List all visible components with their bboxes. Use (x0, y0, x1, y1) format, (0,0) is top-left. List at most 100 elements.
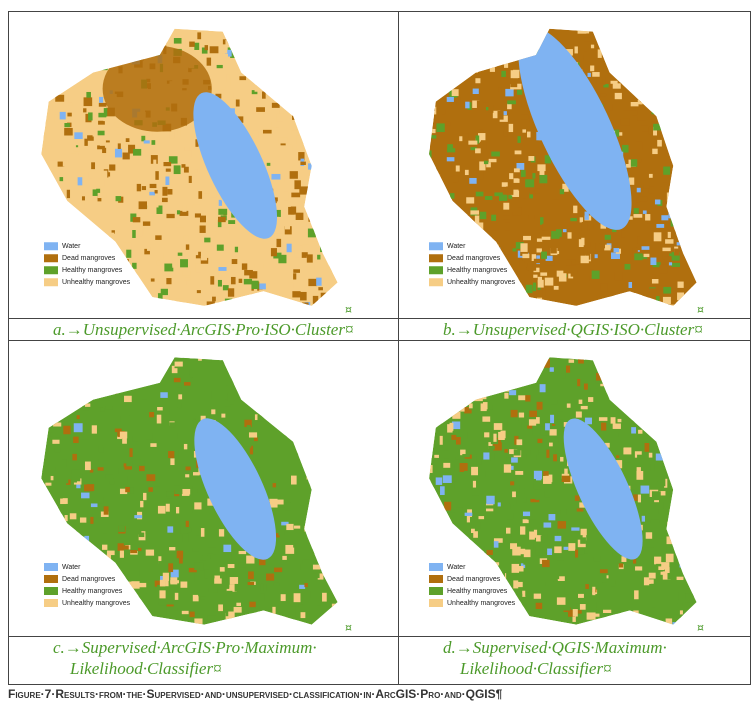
texture (509, 52, 513, 61)
texture (618, 390, 623, 398)
texture (102, 147, 107, 154)
texture (173, 165, 181, 175)
texture (642, 294, 649, 302)
texture (370, 31, 373, 38)
texture (211, 409, 216, 415)
texture (738, 41, 742, 47)
texture (297, 447, 302, 456)
texture (577, 547, 585, 555)
texture (473, 357, 481, 362)
texture (731, 367, 739, 373)
texture (36, 69, 41, 72)
figure-table: Water Dead mangroves Healthy mangroves Unhe… (8, 11, 751, 685)
texture (528, 40, 537, 45)
texture (723, 527, 727, 530)
texture (660, 110, 665, 117)
texture (77, 55, 81, 59)
texture (411, 126, 417, 130)
texture (280, 141, 286, 146)
texture (516, 498, 524, 504)
texture (273, 582, 280, 587)
texture (369, 14, 374, 21)
texture (170, 569, 179, 578)
texture (133, 271, 138, 278)
texture (557, 521, 567, 529)
texture (535, 602, 543, 610)
texture (714, 502, 722, 509)
texture (170, 458, 175, 466)
texture (455, 507, 463, 511)
texture (323, 499, 330, 509)
texture (378, 547, 387, 554)
texture (440, 486, 445, 495)
texture (365, 548, 372, 553)
texture (731, 545, 737, 551)
texture (106, 550, 115, 556)
texture (454, 481, 458, 490)
texture (643, 184, 650, 189)
texture (356, 77, 361, 82)
texture (637, 236, 641, 244)
texture (370, 161, 374, 167)
texture (399, 628, 403, 632)
texture (551, 425, 557, 431)
texture (633, 610, 639, 616)
texture (60, 94, 69, 104)
texture (60, 608, 64, 615)
texture (186, 626, 189, 629)
texture (515, 470, 524, 475)
texture (492, 110, 501, 119)
texture (702, 178, 710, 185)
texture (324, 265, 333, 274)
texture (507, 419, 517, 428)
texture (275, 533, 280, 538)
texture (603, 83, 609, 88)
texture (321, 358, 330, 364)
texture (523, 428, 533, 435)
legend-label: Healthy mangroves (447, 588, 508, 595)
texture (612, 83, 621, 89)
texture (631, 83, 640, 87)
texture (283, 191, 289, 201)
texture (212, 231, 219, 240)
texture (734, 144, 741, 147)
texture (476, 49, 482, 53)
texture (466, 18, 473, 21)
texture (479, 34, 487, 40)
texture (196, 290, 201, 294)
texture (109, 544, 113, 552)
texture (408, 203, 414, 211)
texture (332, 63, 337, 68)
texture (326, 166, 334, 173)
texture (685, 65, 691, 71)
texture (423, 399, 426, 407)
texture (633, 214, 643, 218)
texture (131, 581, 140, 589)
texture (352, 379, 358, 387)
texture (441, 108, 446, 115)
texture (552, 579, 558, 587)
texture (228, 364, 237, 372)
texture (702, 462, 707, 468)
texture (406, 585, 411, 590)
texture (357, 440, 364, 444)
texture (566, 259, 576, 266)
texture (494, 247, 501, 254)
texture (410, 489, 414, 493)
texture (325, 460, 330, 466)
texture (404, 507, 409, 510)
map-cell: Water Dead mangroves Healthy mangroves Unhe… (9, 12, 399, 319)
texture (701, 44, 706, 49)
texture (19, 211, 24, 218)
texture (724, 611, 732, 620)
texture (127, 368, 136, 375)
texture (388, 100, 392, 104)
texture (497, 502, 501, 507)
texture (521, 422, 528, 430)
texture (380, 382, 386, 386)
texture (563, 546, 569, 550)
texture (307, 228, 316, 238)
texture (338, 410, 343, 418)
texture (296, 78, 301, 84)
texture (628, 622, 637, 625)
